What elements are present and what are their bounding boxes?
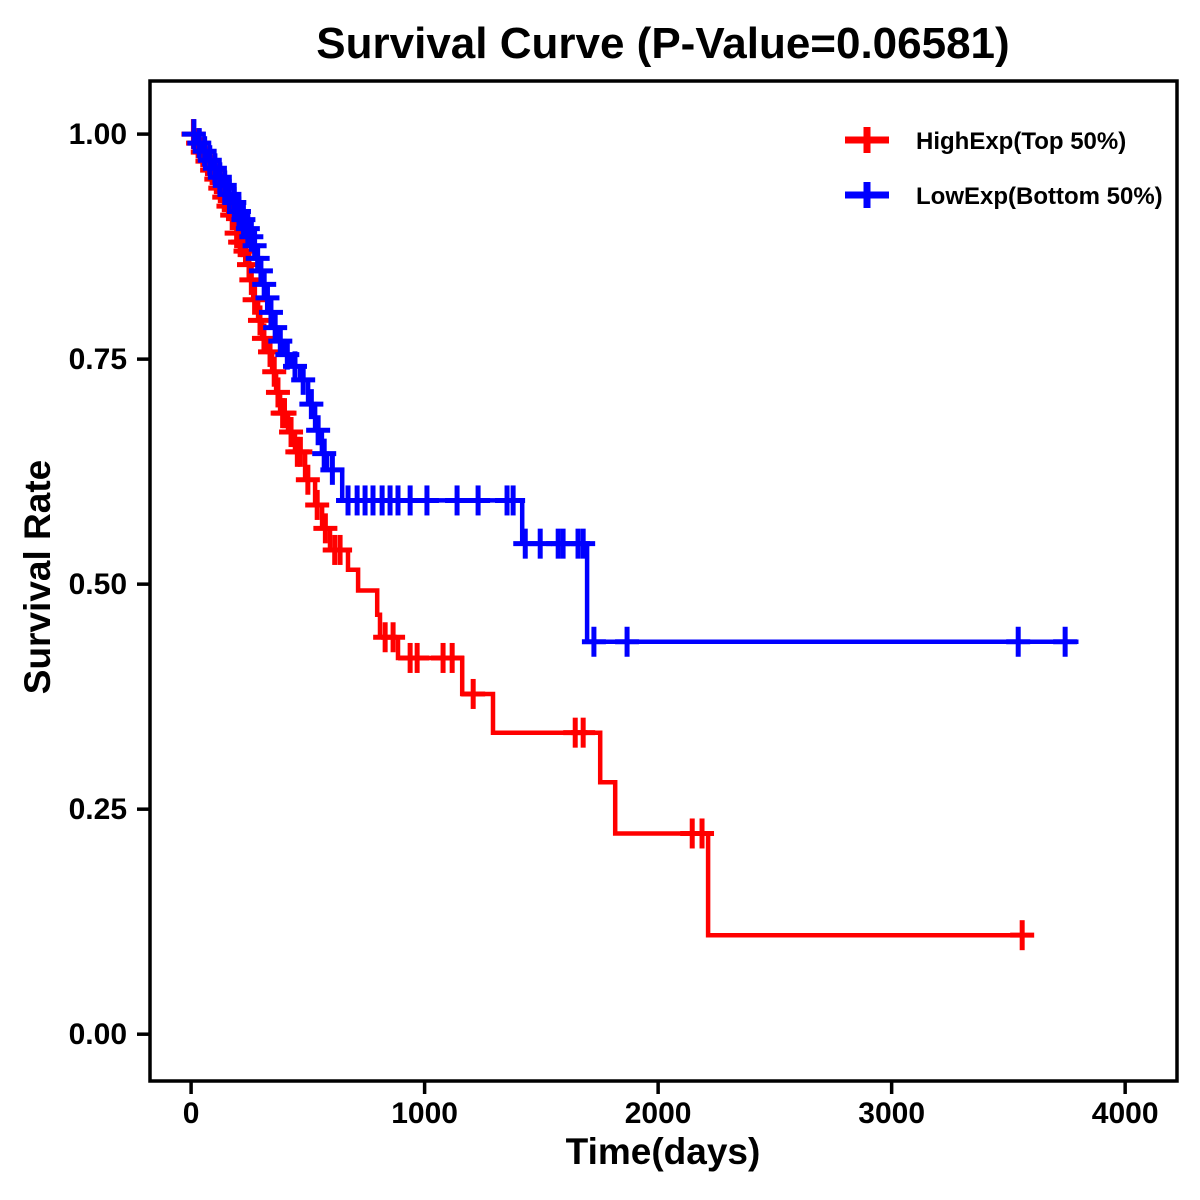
y-tick-label: 1.00 — [69, 118, 127, 151]
x-tick-label: 1000 — [391, 1097, 458, 1130]
y-tick-label: 0.25 — [69, 793, 127, 826]
survival-step-curve — [191, 131, 1079, 645]
x-tick-label: 3000 — [858, 1097, 925, 1130]
x-axis-title: Time(days) — [566, 1131, 761, 1172]
y-tick-label: 0.00 — [69, 1018, 127, 1051]
legend-series-label: LowExp(Bottom 50%) — [916, 183, 1163, 210]
x-tick-label: 4000 — [1092, 1097, 1159, 1130]
plot-border — [148, 79, 1179, 1083]
legend-item: LowExp(Bottom 50%) — [845, 182, 1163, 210]
survival-step-curve — [191, 131, 1032, 938]
y-tick-label: 0.50 — [69, 568, 127, 601]
y-axis-title: Survival Rate — [17, 460, 58, 694]
x-tick-label: 0 — [183, 1097, 200, 1130]
legend: HighExp(Top 50%) LowExp(Bottom 50%) — [845, 127, 1163, 210]
x-tick-label: 2000 — [625, 1097, 692, 1130]
axis-ticks: 0 1000 2000 3000 4000 1.00 0.75 0.50 0.25 0.00 — [69, 118, 1159, 1130]
legend-item: HighExp(Top 50%) — [845, 127, 1126, 155]
legend-series-label: HighExp(Top 50%) — [916, 128, 1126, 155]
censor-marks — [181, 119, 1035, 951]
censor-marks — [181, 119, 1078, 657]
y-tick-label: 0.75 — [69, 343, 127, 376]
chart-title: Survival Curve (P-Value=0.06581) — [316, 19, 1009, 68]
series-curves — [181, 119, 1079, 951]
